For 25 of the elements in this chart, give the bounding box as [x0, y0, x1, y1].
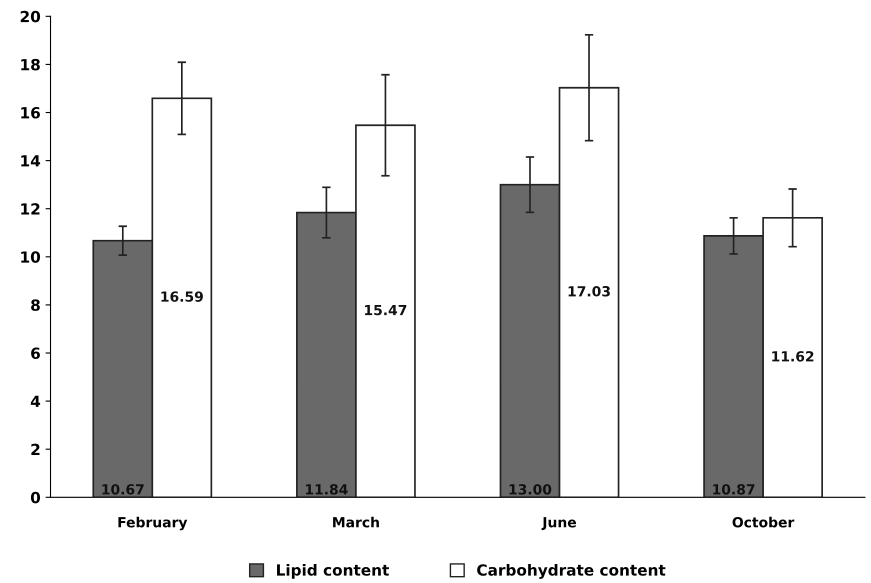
data-label: 13.00 — [510, 484, 552, 495]
y-tick-label: 6 — [31, 347, 40, 360]
y-tick-label: 12 — [21, 203, 40, 215]
y-tick-label: 2 — [31, 444, 40, 456]
data-label: 15.47 — [365, 304, 406, 316]
y-tick-label: 4 — [30, 396, 40, 407]
data-label: 11.62 — [772, 351, 814, 362]
y-tick-label: 18 — [21, 58, 40, 70]
y-tick-label: 16 — [21, 107, 40, 119]
legend-label: Carbohydrate content — [477, 564, 666, 579]
legend-label: Lipid content — [277, 564, 389, 579]
x-tick-label: June — [542, 517, 576, 530]
x-tick-label: October — [732, 516, 794, 528]
x-tick-label: February — [118, 516, 188, 530]
x-tick-label: March — [333, 516, 379, 528]
y-tick-label: 0 — [30, 492, 40, 504]
data-label: 16.59 — [161, 291, 203, 302]
data-label: 10.87 — [713, 484, 754, 495]
y-tick-label: 8 — [31, 299, 40, 311]
y-tick-label: 10 — [21, 251, 40, 263]
y-tick-label: 14 — [21, 155, 40, 166]
data-label: 17.03 — [568, 286, 610, 297]
y-tick-label: 20 — [20, 10, 40, 22]
data-label: 10.67 — [102, 484, 144, 495]
data-label: 11.84 — [306, 484, 348, 495]
